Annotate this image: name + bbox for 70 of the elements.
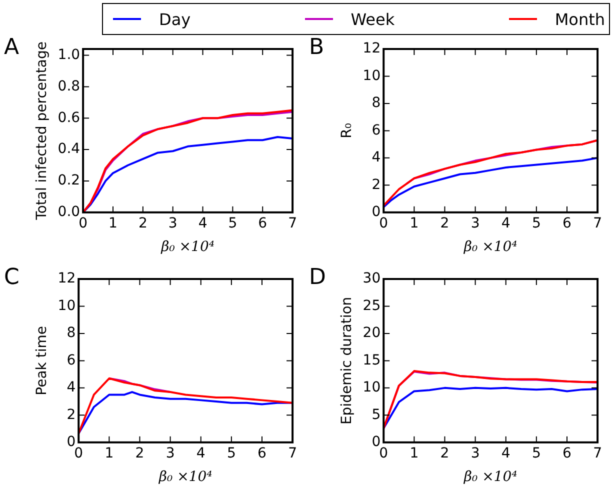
y-tick-label: 4 xyxy=(372,150,381,166)
x-axis-title: β₀ ×10⁴ xyxy=(158,469,213,486)
x-axis-title: β₀ ×10⁴ xyxy=(462,469,518,486)
y-tick-label: 0.8 xyxy=(58,78,80,94)
y-axis-title: Total infected percentage xyxy=(34,42,50,221)
y-tick-label: 0.2 xyxy=(58,172,80,189)
x-tick-label: 4 xyxy=(198,215,208,232)
x-tick-label: 1 xyxy=(410,445,419,462)
y-tick-label: 30 xyxy=(362,270,381,287)
x-tick-label: 2 xyxy=(440,445,450,462)
x-tick-label: 6 xyxy=(562,215,572,232)
y-tick-label: 4 xyxy=(66,380,76,396)
y-tick-label: 15 xyxy=(362,352,381,368)
legend-label: Month xyxy=(554,10,605,28)
y-tick-label: 8 xyxy=(66,325,76,342)
y-tick-label: 0 xyxy=(372,434,381,450)
x-tick-label: 1 xyxy=(108,215,118,232)
x-tick-label: 3 xyxy=(470,215,480,232)
x-tick-label: 7 xyxy=(593,445,602,462)
y-tick-label: 0 xyxy=(66,434,76,450)
y-tick-label: 10 xyxy=(362,68,381,84)
legend-label: Week xyxy=(350,10,395,28)
x-tick-label: 1 xyxy=(104,445,114,462)
y-tick-label: 12 xyxy=(362,40,381,57)
x-tick-label: 5 xyxy=(532,445,541,462)
x-tick-label: 2 xyxy=(138,215,148,232)
x-tick-label: 2 xyxy=(135,445,144,462)
y-tick-label: 8 xyxy=(372,95,381,112)
y-axis-title: R₀ xyxy=(339,122,356,138)
x-tick-label: 6 xyxy=(258,215,268,232)
x-tick-label: 5 xyxy=(228,215,238,232)
y-tick-label: 6 xyxy=(372,122,381,138)
y-tick-label: 10 xyxy=(362,380,381,396)
y-tick-label: 6 xyxy=(66,352,76,368)
y-tick-label: 25 xyxy=(362,298,381,314)
y-tick-label: 0.4 xyxy=(58,141,80,158)
x-axis-title: β₀ ×10⁴ xyxy=(462,239,518,256)
y-tick-label: 1.0 xyxy=(58,46,80,63)
text: B xyxy=(309,35,324,60)
y-tick-label: 2 xyxy=(372,176,381,193)
x-tick-label: 7 xyxy=(593,215,602,232)
y-tick-label: 0.0 xyxy=(58,204,80,220)
x-tick-label: 4 xyxy=(196,445,206,462)
y-axis-title: Peak time xyxy=(34,326,50,396)
y-tick-label: 5 xyxy=(372,406,381,423)
x-tick-label: 3 xyxy=(168,215,178,232)
y-tick-label: 0 xyxy=(372,204,381,220)
x-tick-label: 7 xyxy=(288,445,298,462)
x-tick-label: 1 xyxy=(410,215,419,232)
y-tick-label: 20 xyxy=(362,325,381,342)
x-axis-title: β₀ ×10⁴ xyxy=(160,239,215,256)
y-tick-label: 12 xyxy=(58,270,76,287)
x-tick-label: 4 xyxy=(501,445,510,462)
y-tick-label: 10 xyxy=(58,298,76,314)
x-tick-label: 5 xyxy=(226,445,236,462)
legend-label: Day xyxy=(159,10,191,28)
text: C xyxy=(4,265,20,290)
x-tick-label: 3 xyxy=(166,445,175,462)
x-tick-label: 5 xyxy=(532,215,541,232)
y-axis-title: Epidemic duration xyxy=(339,296,356,425)
x-tick-label: 7 xyxy=(288,215,298,232)
text: D xyxy=(309,265,326,290)
x-tick-label: 4 xyxy=(501,215,510,232)
y-tick-label: 0.6 xyxy=(58,110,80,126)
y-tick-label: 2 xyxy=(66,406,76,423)
x-tick-label: 3 xyxy=(470,445,480,462)
x-tick-label: 6 xyxy=(562,445,572,462)
x-tick-label: 6 xyxy=(258,445,267,462)
x-tick-label: 2 xyxy=(440,215,450,232)
text: A xyxy=(4,35,20,60)
